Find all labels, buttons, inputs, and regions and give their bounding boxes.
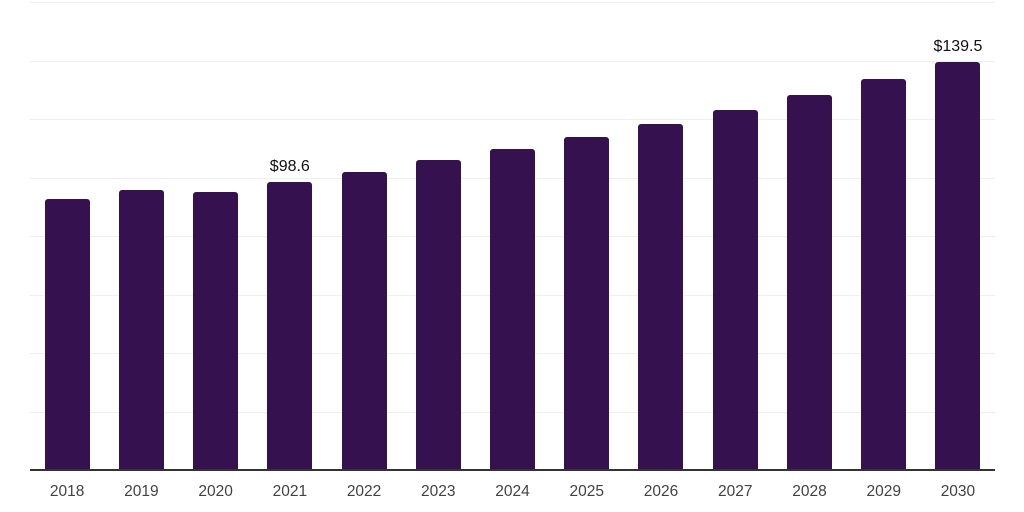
x-axis-line — [30, 469, 995, 471]
bar-band-2018 — [30, 2, 104, 470]
x-tick-label-2019: 2019 — [124, 483, 159, 500]
bar-2019[interactable] — [118, 189, 164, 470]
x-tick-label-2020: 2020 — [198, 483, 233, 500]
bar-band-2025 — [550, 2, 624, 470]
bar-2018[interactable] — [44, 199, 90, 470]
x-tick-label-2021: 2021 — [272, 483, 308, 500]
bar-2026[interactable] — [638, 124, 684, 470]
bar-2023[interactable] — [415, 159, 461, 470]
bar-band-2029 — [847, 2, 921, 470]
data-label-2030: $139.5 — [933, 37, 983, 55]
x-tick-label-2022: 2022 — [346, 483, 382, 500]
bar-2022[interactable] — [341, 171, 387, 470]
x-axis-labels: 2018 2019 2020 2021 2022 2023 2024 2025 2026 2027… — [30, 482, 995, 502]
data-label-2021: $98.6 — [269, 157, 310, 175]
bar-band-2026 — [624, 2, 698, 470]
gridline-140 — [30, 60, 995, 62]
bar-band-2030: $139.5 — [921, 2, 995, 470]
bar-2020[interactable] — [193, 191, 239, 470]
bar-2027[interactable] — [712, 109, 758, 470]
bars-container: $98.6 $139.5 — [30, 2, 995, 470]
x-tick-label-2026: 2026 — [643, 483, 679, 500]
gridline-160 — [30, 2, 995, 3]
plot-area: $98.6 $139.5 — [30, 2, 995, 470]
bar-2030[interactable] — [935, 62, 981, 470]
bar-band-2027 — [698, 2, 772, 470]
bar-2028[interactable] — [786, 95, 832, 470]
gridline-120 — [30, 119, 995, 120]
x-tick-label-2023: 2023 — [421, 483, 456, 500]
bar-band-2020 — [178, 2, 252, 470]
bar-band-2019 — [104, 2, 178, 470]
bar-band-2021: $98.6 — [253, 2, 327, 470]
bar-band-2023 — [401, 2, 475, 470]
bar-band-2028 — [772, 2, 846, 470]
x-tick-label-2025: 2025 — [569, 483, 604, 500]
bar-2021[interactable] — [267, 181, 313, 470]
bar-2024[interactable] — [490, 149, 536, 470]
x-tick-label-2030: 2030 — [940, 483, 976, 500]
bar-band-2024 — [475, 2, 549, 470]
x-tick-label-2018: 2018 — [49, 483, 85, 500]
bar-band-2022 — [327, 2, 401, 470]
x-tick-label-2028: 2028 — [792, 483, 827, 500]
x-tick-label-2029: 2029 — [866, 483, 901, 500]
bar-2025[interactable] — [564, 136, 610, 470]
x-tick-label-2027: 2027 — [717, 483, 753, 500]
x-tick-label-2024: 2024 — [495, 483, 530, 500]
bar-2029[interactable] — [861, 79, 907, 470]
